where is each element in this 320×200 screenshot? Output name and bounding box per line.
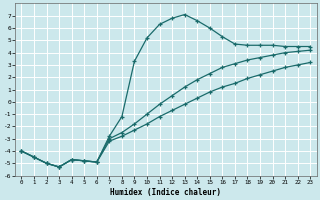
X-axis label: Humidex (Indice chaleur): Humidex (Indice chaleur) [110, 188, 221, 197]
